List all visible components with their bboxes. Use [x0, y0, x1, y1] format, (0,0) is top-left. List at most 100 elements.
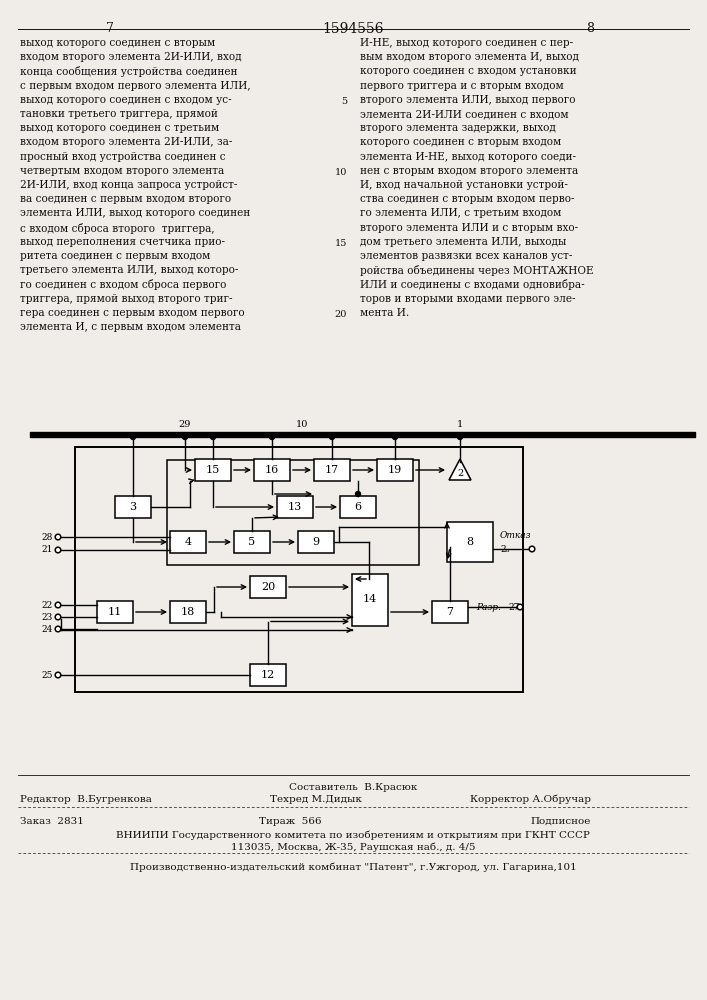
- Polygon shape: [449, 459, 471, 480]
- Text: 7: 7: [447, 607, 453, 617]
- Text: 3: 3: [129, 502, 136, 512]
- Text: элемента ИЛИ, выход которого соединен: элемента ИЛИ, выход которого соединен: [20, 208, 250, 218]
- Circle shape: [530, 546, 534, 552]
- Text: 4: 4: [185, 537, 192, 547]
- Text: 11: 11: [108, 607, 122, 617]
- Text: входом второго элемента 2И-ИЛИ, за-: входом второго элемента 2И-ИЛИ, за-: [20, 137, 233, 147]
- Circle shape: [131, 434, 136, 440]
- Text: 113035, Москва, Ж-35, Раушская наб., д. 4/5: 113035, Москва, Ж-35, Раушская наб., д. …: [230, 842, 475, 852]
- Text: 1: 1: [457, 420, 463, 429]
- Circle shape: [55, 614, 61, 620]
- Text: которого соединен с входом установки: которого соединен с входом установки: [360, 66, 577, 76]
- Text: ИЛИ и соединены с входами одновибра-: ИЛИ и соединены с входами одновибра-: [360, 279, 585, 290]
- Text: 14: 14: [363, 594, 377, 604]
- Text: 8: 8: [467, 537, 474, 547]
- Text: 13: 13: [288, 502, 302, 512]
- Text: второго элемента ИЛИ и с вторым вхо-: второго элемента ИЛИ и с вторым вхо-: [360, 223, 578, 233]
- Text: третьего элемента ИЛИ, выход которо-: третьего элемента ИЛИ, выход которо-: [20, 265, 238, 275]
- Text: входом второго элемента 2И-ИЛИ, вход: входом второго элемента 2И-ИЛИ, вход: [20, 52, 242, 62]
- Text: 9: 9: [312, 537, 320, 547]
- Bar: [352, 574, 388, 626]
- Circle shape: [392, 434, 397, 440]
- Circle shape: [55, 602, 61, 608]
- Text: 6: 6: [354, 502, 361, 512]
- Text: 16: 16: [265, 465, 279, 475]
- Circle shape: [329, 434, 334, 440]
- Text: 10: 10: [334, 168, 347, 177]
- Text: 27: 27: [508, 602, 520, 611]
- Text: элементов развязки всех каналов уст-: элементов развязки всех каналов уст-: [360, 251, 573, 261]
- Text: первого триггера и с вторым входом: первого триггера и с вторым входом: [360, 81, 563, 91]
- Circle shape: [55, 547, 61, 553]
- Text: гера соединен с первым входом первого: гера соединен с первым входом первого: [20, 308, 245, 318]
- Text: второго элемента задержки, выход: второго элемента задержки, выход: [360, 123, 556, 133]
- Text: 20: 20: [334, 310, 347, 319]
- Text: 28: 28: [42, 532, 53, 542]
- Bar: [254, 459, 290, 481]
- Bar: [234, 531, 270, 553]
- Text: 10: 10: [296, 420, 308, 429]
- Text: Разр.: Разр.: [476, 602, 501, 611]
- Text: Корректор А.Обручар: Корректор А.Обручар: [470, 795, 591, 804]
- Text: 21: 21: [42, 546, 53, 554]
- Text: 23: 23: [42, 612, 53, 621]
- Text: 5: 5: [341, 97, 347, 106]
- Text: 8: 8: [586, 22, 594, 35]
- Text: 2: 2: [457, 468, 463, 478]
- Circle shape: [356, 491, 361, 496]
- Bar: [314, 459, 350, 481]
- Bar: [298, 531, 334, 553]
- Text: ройства объединены через МОНТАЖНОЕ: ройства объединены через МОНТАЖНОЕ: [360, 265, 594, 276]
- Text: элемента 2И-ИЛИ соединен с входом: элемента 2И-ИЛИ соединен с входом: [360, 109, 568, 119]
- Text: выход которого соединен с вторым: выход которого соединен с вторым: [20, 38, 215, 48]
- Bar: [170, 531, 206, 553]
- Bar: [432, 601, 468, 623]
- Circle shape: [457, 434, 462, 440]
- Text: Отказ: Отказ: [500, 530, 532, 540]
- Text: 1594556: 1594556: [322, 22, 384, 36]
- Text: торов и вторыми входами первого эле-: торов и вторыми входами первого эле-: [360, 294, 575, 304]
- Text: Составитель  В.Красюк: Составитель В.Красюк: [289, 783, 417, 792]
- Text: Производственно-издательский комбинат "Патент", г.Ужгород, ул. Гагарина,101: Производственно-издательский комбинат "П…: [129, 863, 576, 872]
- Text: И-НЕ, выход которого соединен с пер-: И-НЕ, выход которого соединен с пер-: [360, 38, 573, 48]
- Text: 25: 25: [42, 670, 53, 680]
- Text: четвертым входом второго элемента: четвертым входом второго элемента: [20, 166, 224, 176]
- Bar: [250, 576, 286, 598]
- Text: го соединен с входом сброса первого: го соединен с входом сброса первого: [20, 279, 226, 290]
- Text: тановки третьего триггера, прямой: тановки третьего триггера, прямой: [20, 109, 218, 119]
- Text: конца сообщения устройства соединен: конца сообщения устройства соединен: [20, 66, 238, 77]
- Bar: [167, 460, 419, 565]
- Text: ства соединен с вторым входом перво-: ства соединен с вторым входом перво-: [360, 194, 575, 204]
- Text: с входом сброса второго  триггера,: с входом сброса второго триггера,: [20, 223, 215, 234]
- Text: второго элемента ИЛИ, выход первого: второго элемента ИЛИ, выход первого: [360, 95, 575, 105]
- Bar: [115, 496, 151, 518]
- Text: которого соединен с вторым входом: которого соединен с вторым входом: [360, 137, 561, 147]
- Circle shape: [55, 626, 61, 632]
- Text: 12: 12: [261, 670, 275, 680]
- Text: И, вход начальной установки устрой-: И, вход начальной установки устрой-: [360, 180, 568, 190]
- Text: 5: 5: [248, 537, 255, 547]
- Text: 2ᵤ: 2ᵤ: [500, 544, 509, 554]
- Text: 29: 29: [179, 420, 191, 429]
- Text: 7: 7: [106, 22, 114, 35]
- Bar: [170, 601, 206, 623]
- Text: 15: 15: [334, 239, 347, 248]
- Text: просный вход устройства соединен с: просный вход устройства соединен с: [20, 152, 226, 162]
- Text: ва соединен с первым входом второго: ва соединен с первым входом второго: [20, 194, 231, 204]
- Text: триггера, прямой выход второго триг-: триггера, прямой выход второго триг-: [20, 294, 233, 304]
- Bar: [250, 664, 286, 686]
- Text: 2И-ИЛИ, вход конца запроса устройст-: 2И-ИЛИ, вход конца запроса устройст-: [20, 180, 238, 190]
- Bar: [195, 459, 231, 481]
- Text: нен с вторым входом второго элемента: нен с вторым входом второго элемента: [360, 166, 578, 176]
- Text: 19: 19: [388, 465, 402, 475]
- Circle shape: [269, 434, 274, 440]
- Circle shape: [518, 604, 522, 610]
- Text: с первым входом первого элемента ИЛИ,: с первым входом первого элемента ИЛИ,: [20, 81, 250, 91]
- Circle shape: [55, 534, 61, 540]
- Text: выход которого соединен с входом ус-: выход которого соединен с входом ус-: [20, 95, 232, 105]
- Text: Техред М.Дидык: Техред М.Дидык: [270, 795, 362, 804]
- Text: ритета соединен с первым входом: ритета соединен с первым входом: [20, 251, 211, 261]
- Text: Тираж  566: Тираж 566: [259, 817, 321, 826]
- Text: выход которого соединен с третьим: выход которого соединен с третьим: [20, 123, 219, 133]
- Bar: [447, 522, 493, 562]
